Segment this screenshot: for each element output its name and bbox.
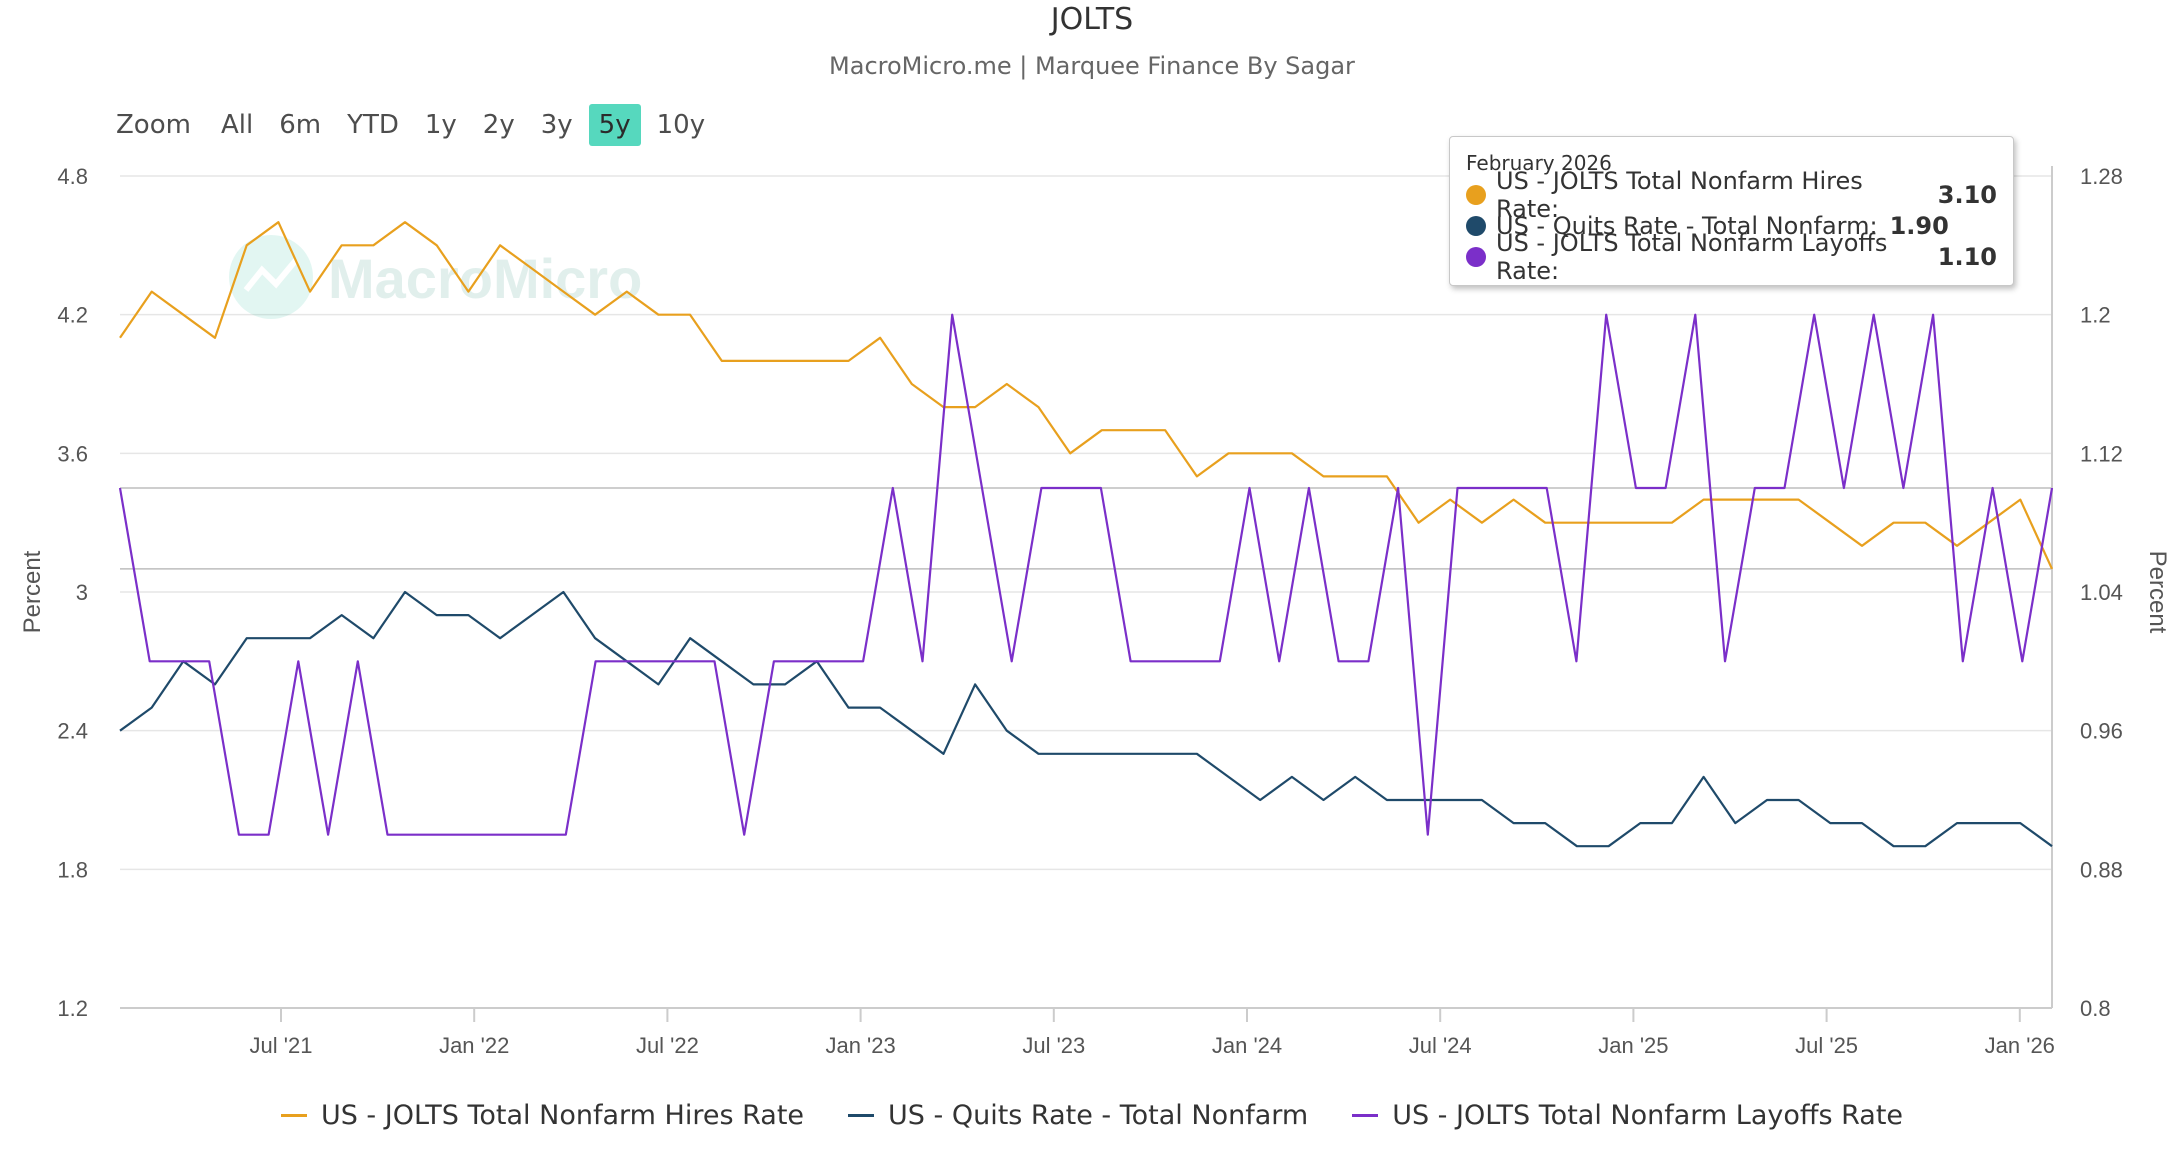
- legend-label-layoffs: US - JOLTS Total Nonfarm Layoffs Rate: [1392, 1100, 1904, 1131]
- tooltip-value-hires: 3.10: [1937, 180, 1997, 209]
- legend-item-layoffs[interactable]: US - JOLTS Total Nonfarm Layoffs Rate: [1352, 1100, 1903, 1131]
- watermark-logo-icon: [229, 235, 313, 319]
- axes: 1.2 1.8 2.4 3 3.6 4.2 4.8 0.8 0.88 0.96 1.04 1.12 1.…: [19, 164, 2171, 1058]
- y-left-tick-label: 2.4: [57, 719, 88, 744]
- tooltip-label-quits: US - Quits Rate - Total Nonfarm:: [1496, 211, 1878, 240]
- x-tick-label: Jul '24: [1409, 1033, 1472, 1058]
- y-left-tick-label: 3.6: [57, 441, 88, 466]
- tooltip-row-quits: US - Quits Rate - Total Nonfarm: 1.90: [1466, 210, 1997, 241]
- x-tick-label: Jan '26: [1985, 1033, 2055, 1058]
- watermark: MacroMicro: [229, 235, 642, 319]
- series-line-quits[interactable]: [119, 590, 2053, 848]
- y-right-tick-label: 1.28: [2080, 164, 2123, 189]
- legend-label-quits: US - Quits Rate - Total Nonfarm: [888, 1100, 1309, 1131]
- range-button-5y[interactable]: 5y: [588, 104, 641, 146]
- chart-title: JOLTS: [1050, 2, 1134, 37]
- tooltip-value-quits: 1.90: [1889, 211, 1949, 240]
- tooltip-date: February 2026: [1466, 151, 1612, 175]
- x-tick-label: Jan '24: [1212, 1033, 1282, 1058]
- y-left-tick-label: 1.8: [57, 857, 88, 882]
- zoom-label: Zoom: [116, 110, 191, 140]
- tooltip-label-layoffs: US - JOLTS Total Nonfarm Layoffs Rate:: [1496, 228, 1888, 285]
- chart-subtitle: MacroMicro.me | Marquee Finance By Sagar: [829, 52, 1355, 80]
- y-left-tick-label: 4.8: [57, 164, 88, 189]
- watermark-logo-mark: [243, 258, 299, 292]
- legend-swatch-hires: [280, 1114, 307, 1117]
- series-line-layoffs[interactable]: [118, 313, 2054, 836]
- data-tooltip: February 2026 US - JOLTS Total Nonfarm H…: [1449, 136, 2014, 286]
- y-right-tick-label: 1.04: [2080, 580, 2123, 605]
- tooltip-value-layoffs: 1.10: [1937, 242, 1997, 271]
- y-right-tick-label: 0.88: [2080, 857, 2123, 882]
- tooltip-label-hires: US - JOLTS Total Nonfarm Hires Rate:: [1496, 166, 1863, 223]
- range-button-10y[interactable]: 10y: [656, 110, 706, 140]
- x-tick-label: Jan '25: [1598, 1033, 1668, 1058]
- x-tick-label: Jul '23: [1022, 1033, 1085, 1058]
- x-tick-label: Jul '21: [250, 1033, 313, 1058]
- legend-swatch-layoffs: [1352, 1114, 1379, 1117]
- range-button-3y[interactable]: 3y: [540, 110, 573, 140]
- y-right-tick-label: 1.12: [2080, 441, 2123, 466]
- series-lines: [118, 221, 2054, 848]
- y-right-tick-label: 1.2: [2080, 303, 2111, 328]
- range-button-all[interactable]: All: [220, 110, 254, 140]
- x-tick-label: Jan '23: [825, 1033, 895, 1058]
- watermark-text: MacroMicro: [328, 247, 642, 310]
- y-left-axis-label: Percent: [19, 550, 46, 633]
- legend-item-quits[interactable]: US - Quits Rate - Total Nonfarm: [848, 1100, 1308, 1131]
- y-right-tick-label: 0.8: [2080, 996, 2111, 1021]
- x-tick-label: Jul '22: [636, 1033, 699, 1058]
- range-button-6m[interactable]: 6m: [279, 110, 322, 140]
- range-button-2y[interactable]: 2y: [482, 110, 515, 140]
- tooltip-dot-layoffs-icon: [1466, 246, 1486, 267]
- tooltip-row-hires: US - JOLTS Total Nonfarm Hires Rate: 3.1…: [1466, 167, 1997, 223]
- tooltip-dot-hires-icon: [1466, 184, 1486, 205]
- tooltip-dot-quits-icon: [1466, 215, 1486, 236]
- y-left-tick-label: 4.2: [57, 303, 88, 328]
- legend-swatch-quits: [848, 1114, 875, 1117]
- series-line-hires[interactable]: [119, 221, 2054, 570]
- range-button-1y[interactable]: 1y: [424, 110, 457, 140]
- legend-label-hires: US - JOLTS Total Nonfarm Hires Rate: [320, 1100, 805, 1131]
- legend-item-hires[interactable]: US - JOLTS Total Nonfarm Hires Rate: [280, 1100, 805, 1131]
- chart-legend: US - JOLTS Total Nonfarm Hires Rate US -…: [0, 1100, 2184, 1131]
- x-tick-label: Jan '22: [439, 1033, 509, 1058]
- x-tick-label: Jul '25: [1795, 1033, 1858, 1058]
- y-left-tick-label: 3: [76, 580, 88, 605]
- y-left-tick-label: 1.2: [57, 996, 88, 1021]
- y-right-tick-label: 0.96: [2080, 719, 2123, 744]
- y-right-axis-label: Percent: [2144, 551, 2171, 634]
- range-selector: Zoom All 6m YTD 1y 2y 3y 5y 10y: [110, 104, 721, 146]
- range-button-ytd[interactable]: YTD: [347, 110, 399, 140]
- tooltip-row-layoffs: US - JOLTS Total Nonfarm Layoffs Rate: 1…: [1466, 229, 1997, 285]
